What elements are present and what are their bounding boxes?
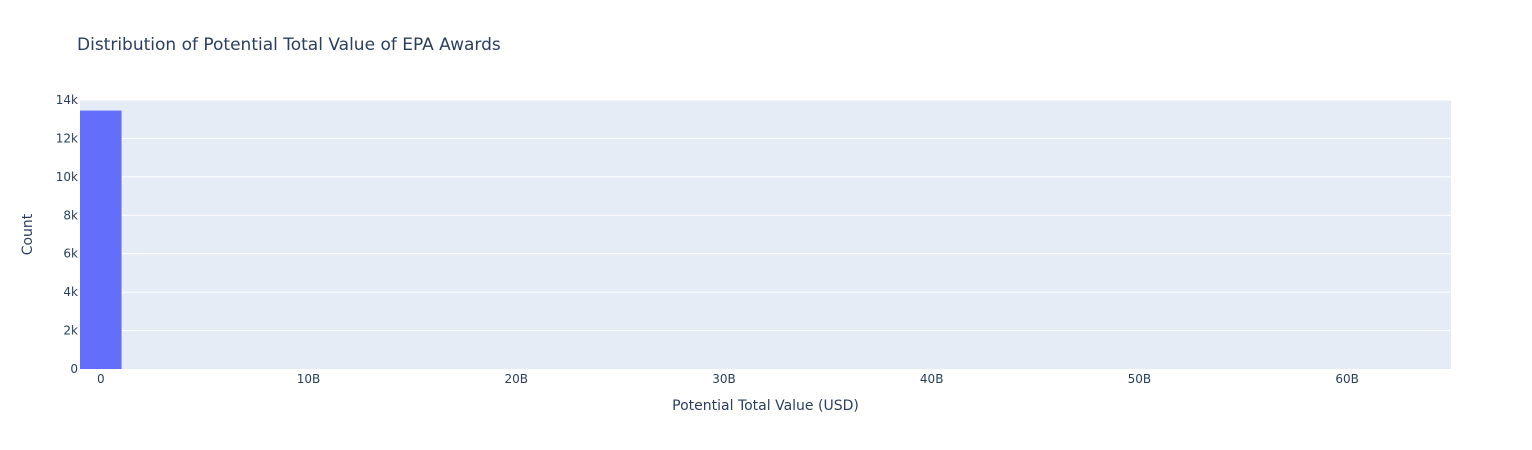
bars: [80, 110, 122, 369]
x-tick-label: 0: [97, 372, 105, 386]
plot-area: [80, 100, 1451, 369]
y-tick-label: 6k: [63, 247, 78, 261]
x-tick-label: 40B: [920, 372, 944, 386]
chart-title: Distribution of Potential Total Value of…: [77, 35, 501, 55]
x-tick-label: 30B: [712, 372, 736, 386]
y-gridlines: [80, 99, 1451, 332]
y-tick-label: 2k: [63, 324, 78, 338]
histogram-bar[interactable]: [80, 110, 122, 369]
y-axis-title: Count: [20, 213, 36, 255]
y-tick-label: 4k: [63, 285, 78, 299]
y-tick-label: 12k: [56, 131, 78, 145]
y-tick-label: 10k: [56, 170, 78, 184]
y-tick-label: 0: [70, 362, 78, 376]
x-tick-label: 50B: [1128, 372, 1152, 386]
x-tick-label: 10B: [297, 372, 321, 386]
y-tick-label: 8k: [63, 208, 78, 222]
x-tick-label: 20B: [504, 372, 528, 386]
y-axis-ticks: 0 2k 4k 6k 8k 10k 12k 14k: [56, 93, 78, 376]
x-tick-label: 60B: [1335, 372, 1359, 386]
x-axis-title: Potential Total Value (USD): [672, 398, 859, 414]
x-axis-ticks: 0 10B 20B 30B 40B 50B 60B: [97, 372, 1359, 386]
y-tick-label: 14k: [56, 93, 78, 107]
